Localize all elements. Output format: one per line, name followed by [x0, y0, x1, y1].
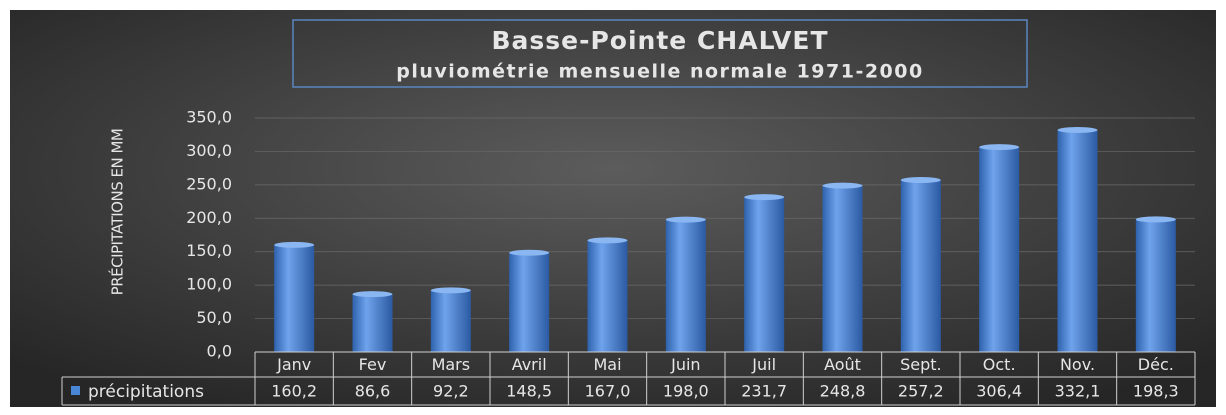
- bar: [822, 185, 863, 352]
- data-table-value: 160,2: [271, 382, 317, 401]
- bar-cap: [900, 177, 941, 184]
- x-tick-label: Déc.: [1138, 355, 1174, 374]
- x-tick-label: Sept.: [900, 355, 942, 374]
- data-table-value: 198,3: [1133, 382, 1179, 401]
- y-tick-label: 200,0: [186, 208, 232, 227]
- data-table-value: 231,7: [741, 382, 787, 401]
- bar: [352, 294, 393, 352]
- y-tick-label: 250,0: [186, 174, 232, 193]
- bar: [979, 147, 1020, 352]
- data-table-value: 167,0: [585, 382, 631, 401]
- y-tick-label: 0,0: [207, 342, 232, 361]
- x-tick-label: Juin: [670, 355, 700, 374]
- bar: [665, 219, 706, 352]
- bar-cap: [822, 182, 863, 189]
- x-tick-label: Fev: [359, 355, 387, 374]
- y-axis-label: PRÉCIPITATIONS EN MM: [108, 129, 127, 296]
- bar-cap: [274, 241, 315, 248]
- bar: [430, 290, 471, 352]
- bar: [900, 180, 941, 352]
- chart-subtitle: pluviométrie mensuelle normale 1971-2000: [396, 61, 923, 83]
- bar-cap: [744, 194, 785, 201]
- bar-cap: [587, 237, 628, 244]
- bar: [1135, 219, 1176, 352]
- x-tick-label: Janv: [276, 355, 311, 374]
- legend-key: [71, 386, 80, 395]
- x-tick-label: Août: [824, 355, 861, 374]
- data-table-value: 306,4: [976, 382, 1022, 401]
- bar: [274, 244, 315, 352]
- data-table-value: 332,1: [1055, 382, 1101, 401]
- bar: [1057, 129, 1098, 352]
- data-table-value: 148,5: [506, 382, 552, 401]
- y-tick-label: 350,0: [186, 108, 232, 127]
- x-tick-label: Oct.: [983, 355, 1016, 374]
- data-table-value: 92,2: [433, 382, 469, 401]
- bar: [744, 197, 785, 352]
- legend-label: précipitations: [88, 382, 204, 402]
- x-tick-label: Nov.: [1060, 355, 1095, 374]
- bar: [587, 240, 628, 352]
- bar-cap: [665, 216, 706, 223]
- data-table-value: 248,8: [820, 382, 866, 401]
- x-tick-label: Mars: [432, 355, 471, 374]
- bar-cap: [509, 249, 550, 256]
- y-tick-label: 300,0: [186, 141, 232, 160]
- x-tick-label: Juil: [751, 355, 776, 374]
- bar-cap: [1057, 126, 1098, 133]
- title-box: [292, 19, 1028, 88]
- data-table-value: 257,2: [898, 382, 944, 401]
- y-tick-label: 100,0: [186, 275, 232, 294]
- x-tick-label: Mai: [593, 355, 621, 374]
- data-table-value: 198,0: [663, 382, 709, 401]
- y-tick-label: 150,0: [186, 241, 232, 260]
- chart-title: Basse-Pointe CHALVET: [491, 26, 828, 55]
- bar-cap: [430, 287, 471, 294]
- x-tick-label: Avril: [512, 355, 547, 374]
- y-tick-label: 50,0: [196, 308, 232, 327]
- bar-cap: [352, 291, 393, 298]
- bar-cap: [979, 144, 1020, 151]
- bar-cap: [1135, 216, 1176, 223]
- bar: [509, 252, 550, 352]
- data-table-value: 86,6: [355, 382, 391, 401]
